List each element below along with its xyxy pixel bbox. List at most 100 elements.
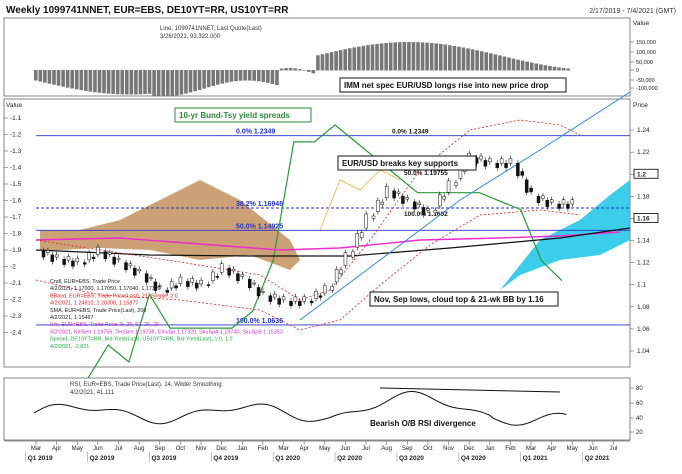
candle-body <box>190 278 195 283</box>
net-spec-bar <box>184 70 188 94</box>
x-tick-label: Jul <box>610 446 618 452</box>
breaks-annotation: EUR/USD breaks key supports <box>342 159 459 168</box>
net-spec-bar <box>384 42 388 71</box>
net-spec-bar <box>238 70 243 81</box>
candle-body <box>524 179 529 193</box>
candle-body <box>158 285 162 288</box>
candle-body <box>302 296 306 302</box>
candle-body <box>405 197 410 200</box>
net-spec-bar <box>293 68 297 71</box>
candle-body <box>289 301 293 306</box>
candle-body <box>108 252 112 255</box>
candle-body <box>112 256 116 265</box>
candle-body <box>83 262 87 265</box>
net-spec-bar <box>311 70 316 74</box>
candle-body <box>124 262 128 271</box>
net-spec-bar <box>393 42 398 71</box>
net-spec-bar <box>343 49 347 71</box>
right-y-tick-label: 1.14 <box>637 238 650 245</box>
x-tick-label: Apr <box>52 446 61 452</box>
candle-body <box>298 301 302 306</box>
net-spec-bar <box>416 42 420 71</box>
candle-body <box>144 273 149 283</box>
candle-body <box>169 281 174 289</box>
x-tick-label: May <box>567 446 578 452</box>
net-spec-bar <box>79 70 84 91</box>
candle-body <box>206 284 211 286</box>
net-spec-bar <box>202 70 206 89</box>
net-spec-bar <box>329 52 334 71</box>
x-tick-label: Aug <box>381 446 392 452</box>
candle-body <box>380 201 385 205</box>
candle-body <box>516 162 520 177</box>
quarter-label: Q3 2019 <box>151 455 176 462</box>
candle-body <box>479 155 483 160</box>
candle-body <box>359 232 364 239</box>
lows-annotation: Nov, Sep lows, cloud top & 21-wk BB by 1… <box>374 295 544 304</box>
x-tick-label: Jan <box>485 446 495 452</box>
x-tick-label: Dec <box>464 446 475 452</box>
net-spec-bar <box>539 64 543 71</box>
candle-body <box>75 257 80 263</box>
net-spec-bar <box>120 70 125 95</box>
net-spec-bar <box>534 63 539 71</box>
net-spec-bar <box>484 52 489 71</box>
net-spec-bar <box>375 43 379 71</box>
net-spec-bar <box>216 70 220 85</box>
candle-body <box>438 194 442 207</box>
legend-entry: SMA, EUR=EBS, Trade Price(Last), 200 <box>50 308 146 314</box>
candle-body <box>41 250 46 258</box>
left-y-tick-label: -2.1 <box>10 280 22 287</box>
candle-body <box>339 269 343 274</box>
net-spec-bar <box>429 43 434 71</box>
net-spec-bar <box>457 46 461 71</box>
net-spec-bar <box>97 70 102 93</box>
net-spec-bar <box>211 70 216 86</box>
candle-body <box>54 254 59 258</box>
candle-body <box>396 191 401 194</box>
candle-body <box>376 199 380 212</box>
legend-entry: BBand, EUR=EBS, Trade Price(Last), 21, S… <box>50 293 178 299</box>
left-y-tick-label: -1.8 <box>10 231 22 238</box>
net-spec-bar <box>438 43 443 71</box>
spread-annotation-box <box>174 107 312 123</box>
candle-body <box>545 199 550 207</box>
rsi-y-tick-label: 20 <box>636 430 643 436</box>
candle-body <box>433 210 438 214</box>
legend-entry: 4/2/2021, -2.021 <box>50 344 89 350</box>
top-legend-line1: Line, 1099741NNET, Last Quote(Last) <box>160 26 262 32</box>
candle-body <box>133 267 137 276</box>
candle-body <box>103 251 108 259</box>
net-spec-bar <box>143 70 147 95</box>
net-spec-bar <box>548 66 552 71</box>
net-spec-bar <box>193 70 197 92</box>
left-y-tick-label: -1.3 <box>10 148 22 155</box>
net-spec-bar <box>448 45 452 71</box>
right-y-tick-label: 1.1 <box>637 282 646 289</box>
top-legend-line2: 3/26/2021, 93,322.000 <box>160 34 221 40</box>
quarter-label: Q4 2020 <box>461 455 486 462</box>
net-spec-bar <box>347 48 352 71</box>
net-spec-bar <box>275 70 279 86</box>
legend-entry: 4/2/2021, 1.15467 <box>50 315 93 321</box>
net-spec-bar <box>43 70 47 83</box>
left-y-tick-label: -1.1 <box>10 115 22 122</box>
candle-body <box>153 281 158 291</box>
net-spec-bar <box>179 70 184 95</box>
net-spec-bar <box>284 68 288 71</box>
candle-body <box>392 190 396 199</box>
net-spec-bar <box>434 43 438 71</box>
candle-body <box>561 199 566 205</box>
candle-body <box>566 203 570 209</box>
net-spec-bar <box>425 42 429 71</box>
net-spec-bar <box>543 65 548 71</box>
fib-label: 50.0% 1.14925 <box>236 223 283 230</box>
net-spec-bar <box>256 70 261 82</box>
x-tick-label: Mar <box>526 446 536 452</box>
candle-body <box>309 301 314 304</box>
candle-body <box>355 233 360 248</box>
candle-body <box>413 201 417 210</box>
net-spec-bar <box>138 70 143 95</box>
